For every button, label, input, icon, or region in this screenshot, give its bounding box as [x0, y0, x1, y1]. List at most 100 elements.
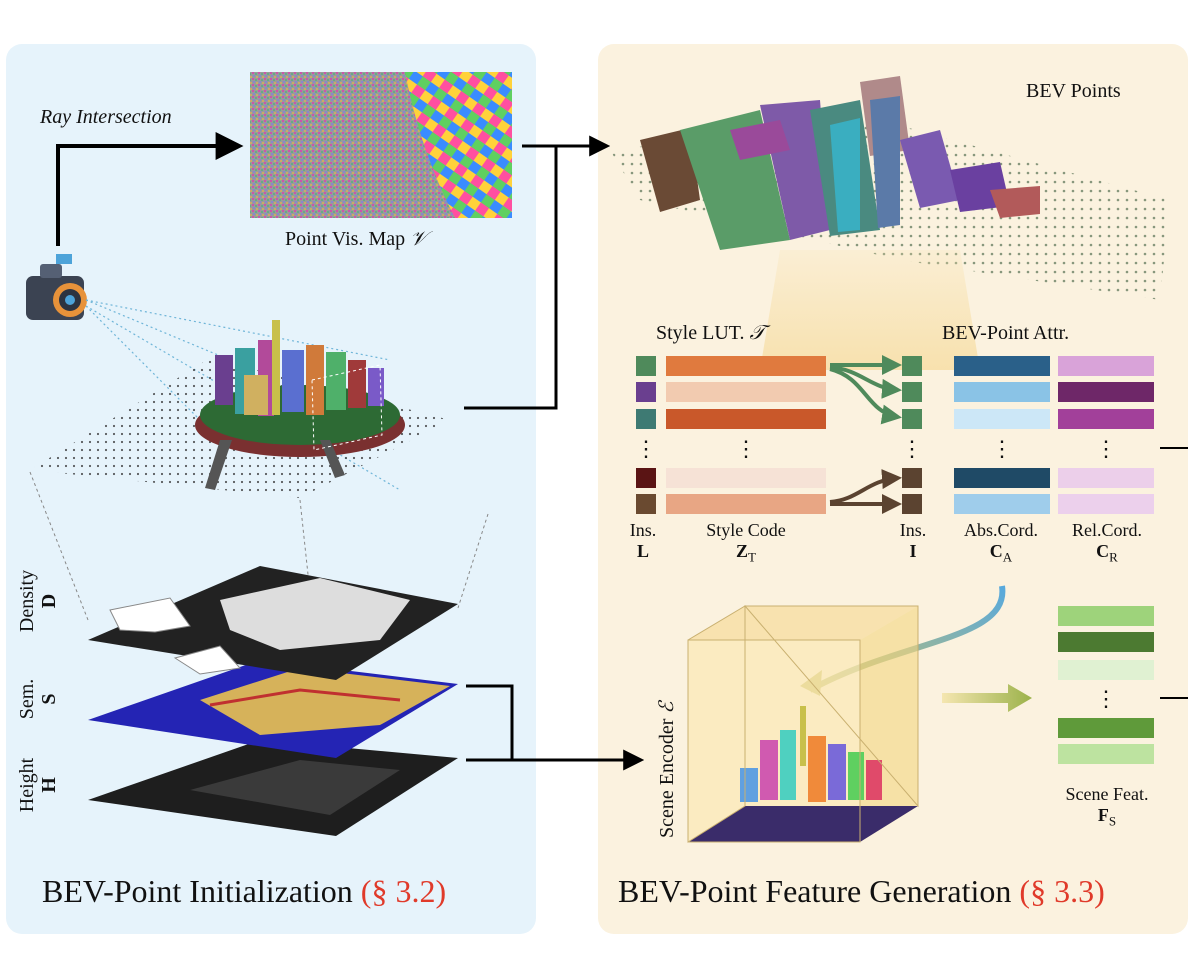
- scene-feat-cell: [1058, 632, 1154, 652]
- abs-cord-cell: [954, 468, 1050, 488]
- camera-icon: [26, 254, 87, 320]
- style-lut-symbol: 𝒯: [749, 322, 765, 344]
- scene-feat-cell: [1058, 718, 1154, 738]
- semantic-name: Sem.: [16, 678, 38, 720]
- scene-encoder-label: Scene Encoder ℰ: [654, 702, 679, 839]
- style-code-cell: [666, 468, 826, 488]
- rel-cord-cell: [1058, 356, 1154, 376]
- col-style-code-symbol: Z: [736, 541, 749, 561]
- scene-feat-label: Scene Feat. FS: [1040, 784, 1174, 830]
- abs-cord-cell: [954, 409, 1050, 429]
- right-section-title: BEV-Point Feature Generation (§ 3.3): [618, 873, 1105, 910]
- rel-cord-cell: [1058, 382, 1154, 402]
- abs-cord-cell: [954, 356, 1050, 376]
- left-city-point-cloud: [30, 320, 450, 498]
- style-code-cell: [666, 382, 826, 402]
- ins-l-cell: [636, 468, 656, 488]
- style-lut-text: Style LUT.: [656, 322, 745, 344]
- left-section-title-text: BEV-Point Initialization: [42, 873, 353, 909]
- ray-intersection-label: Ray Intersection: [40, 106, 172, 128]
- col-ins-l-name: Ins.: [629, 520, 657, 540]
- lut-to-ins-arrows: [829, 355, 902, 514]
- vis-map-caption: Point Vis. Map 𝒱: [285, 228, 427, 251]
- abs-cord-cell: [954, 494, 1050, 514]
- vis-map-symbol: 𝒱: [410, 228, 427, 250]
- style-code-cell: [666, 356, 826, 376]
- ins-l-cell: [636, 494, 656, 514]
- point-vis-map-image: [250, 72, 512, 218]
- table-ellipsis: ⋮: [1095, 436, 1117, 461]
- ins-i-cell: [902, 382, 922, 402]
- bev-point-attr-label: BEV-Point Attr.: [942, 322, 1070, 344]
- scene-encoder-symbol: ℰ: [656, 701, 678, 714]
- col-rel-cord-name: Rel.Cord.: [1072, 520, 1142, 540]
- encoder-to-feat-arrow: [942, 684, 1032, 712]
- ray-intersection-arrow: [56, 132, 244, 246]
- col-ins-i-name: Ins.: [899, 520, 927, 540]
- style-lut-label: Style LUT. 𝒯: [656, 322, 765, 345]
- col-ins-l-symbol: L: [636, 541, 649, 561]
- density-symbol: D: [38, 593, 60, 609]
- attribute-table: ⋮ ⋮ ⋮ ⋮ ⋮: [635, 356, 1154, 514]
- scene-feat-sub: S: [1108, 813, 1117, 829]
- col-rel-cord-symbol: C: [1096, 541, 1110, 561]
- ins-l-cell: [636, 382, 656, 402]
- scene-feat-cell: [1058, 660, 1154, 680]
- scene-feat-cell: [1058, 606, 1154, 626]
- density-name: Density: [16, 569, 38, 633]
- col-rel-cord-sub: R: [1109, 549, 1118, 565]
- col-style-code-name: Style Code: [706, 520, 786, 540]
- right-section-title-text: BEV-Point Feature Generation: [618, 873, 1012, 909]
- scene-encoder-text: Scene Encoder: [656, 718, 678, 838]
- bev-points-cloud: [610, 76, 1170, 300]
- col-abs-cord-symbol: C: [989, 541, 1003, 561]
- scene-feat-text: Scene Feat.: [1065, 784, 1149, 804]
- height-layer-label: Height H: [16, 740, 80, 830]
- ins-i-cell: [902, 468, 922, 488]
- semantic-symbol: S: [38, 693, 60, 705]
- col-rel-cord: Rel.Cord. CR: [1052, 520, 1162, 566]
- ins-i-cell: [902, 494, 922, 514]
- scene-encoder-cube: [687, 605, 919, 843]
- left-section-title: BEV-Point Initialization (§ 3.2): [42, 873, 446, 910]
- ins-l-cell: [636, 356, 656, 376]
- table-ellipsis: ⋮: [901, 436, 923, 461]
- height-name: Height: [16, 757, 38, 813]
- col-style-code: Style Code ZT: [666, 520, 826, 566]
- table-ellipsis: ⋮: [735, 436, 757, 461]
- col-ins-i: Ins. I: [888, 520, 938, 562]
- rel-cord-cell: [1058, 468, 1154, 488]
- col-abs-cord-name: Abs.Cord.: [963, 520, 1038, 540]
- style-code-cell: [666, 494, 826, 514]
- style-code-cell: [666, 409, 826, 429]
- bev-layer-stack: [88, 566, 458, 836]
- col-ins-i-symbol: I: [909, 541, 917, 561]
- table-ellipsis: ⋮: [991, 436, 1013, 461]
- rel-cord-cell: [1058, 494, 1154, 514]
- semantic-layer-label: Sem. S: [16, 654, 80, 744]
- scene-feat-ellipsis: ⋮: [1095, 686, 1117, 711]
- ins-i-cell: [902, 356, 922, 376]
- abs-cord-cell: [954, 382, 1050, 402]
- col-abs-cord: Abs.Cord. CA: [946, 520, 1056, 566]
- layers-to-encoder-arrow: [466, 684, 645, 771]
- left-section-ref: (§ 3.2): [360, 873, 447, 909]
- col-abs-cord-sub: A: [1002, 549, 1013, 565]
- right-section-ref: (§ 3.3): [1019, 873, 1105, 909]
- vis-map-label: Point Vis. Map: [285, 228, 406, 250]
- ins-i-cell: [902, 409, 922, 429]
- scene-feat-symbol: F: [1097, 805, 1109, 825]
- ins-l-cell: [636, 409, 656, 429]
- col-style-code-sub: T: [748, 549, 756, 565]
- attr-beam: [760, 250, 980, 370]
- rel-cord-cell: [1058, 409, 1154, 429]
- scene-feat-cell: [1058, 744, 1154, 764]
- table-ellipsis: ⋮: [635, 436, 657, 461]
- city-to-bev-arrow: [464, 135, 611, 410]
- scene-feature-bars: ⋮: [1058, 606, 1154, 764]
- density-layer-label: Density D: [16, 556, 80, 646]
- bev-points-label: BEV Points: [1026, 80, 1121, 102]
- height-symbol: H: [38, 777, 60, 793]
- col-ins-l: Ins. L: [618, 520, 668, 562]
